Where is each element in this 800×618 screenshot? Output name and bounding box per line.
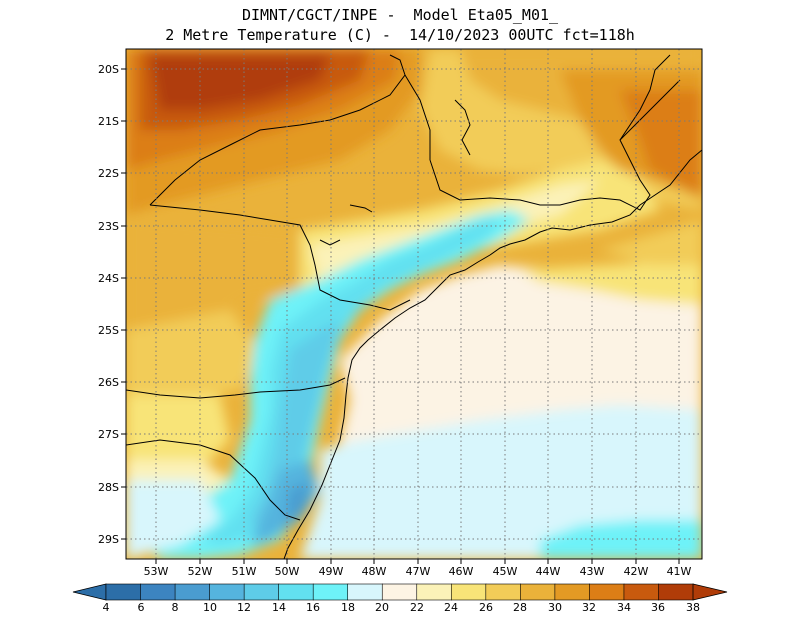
title-line-2: 2 Metre Temperature (C) - 14/10/2023 00U… xyxy=(165,26,635,44)
lat-label: 29S xyxy=(98,533,119,546)
colorbar-cell xyxy=(520,583,556,601)
lon-label: 52W xyxy=(188,565,213,578)
lon-label: 49W xyxy=(319,565,344,578)
colorbar-label: 18 xyxy=(341,601,355,614)
colorbar-label: 12 xyxy=(237,601,251,614)
colorbar-cell xyxy=(105,583,142,601)
colorbar-cell xyxy=(140,583,176,601)
lon-label: 43W xyxy=(580,565,605,578)
colorbar-cell xyxy=(450,583,487,601)
colorbar-cell xyxy=(381,583,418,601)
lon-label: 53W xyxy=(144,565,169,578)
lat-label: 20S xyxy=(98,63,119,76)
colorbar: 4 6 8 10 12 14 16 18 20 22 24 26 28 30 3… xyxy=(72,583,728,614)
colorbar-cell xyxy=(589,583,625,601)
colorbar-label: 26 xyxy=(479,601,493,614)
lon-label: 41W xyxy=(667,565,692,578)
state-border-rs-sc xyxy=(126,439,301,521)
lon-label: 46W xyxy=(449,565,474,578)
colorbar-label: 30 xyxy=(548,601,562,614)
colorbar-label: 16 xyxy=(306,601,320,614)
colorbar-label: 10 xyxy=(203,601,217,614)
colorbar-cell xyxy=(347,583,383,601)
colorbar-label: 4 xyxy=(103,601,110,614)
colorbar-label: 20 xyxy=(375,601,389,614)
map-borders xyxy=(126,54,702,559)
colorbar-cell xyxy=(416,583,452,601)
map-field xyxy=(126,49,702,559)
colorbar-cell xyxy=(623,583,660,601)
lake-furnas xyxy=(454,99,471,156)
colorbar-cell xyxy=(278,583,314,601)
lat-label: 23S xyxy=(98,220,119,233)
colorbar-label: 24 xyxy=(444,601,458,614)
state-border-sc-pr xyxy=(126,377,346,399)
river-2 xyxy=(349,204,373,213)
colorbar-label: 36 xyxy=(651,601,665,614)
gridlines xyxy=(126,49,702,559)
colorbar-cell xyxy=(485,583,521,601)
river-1 xyxy=(319,239,341,246)
lon-labels: 53W 52W 51W 50W 49W 48W 47W 46W 45W 44W … xyxy=(144,565,692,578)
lon-label: 51W xyxy=(232,565,257,578)
lon-label: 50W xyxy=(275,565,300,578)
lat-label: 21S xyxy=(98,115,119,128)
mg-es-north xyxy=(619,54,671,141)
colorbar-label: 22 xyxy=(410,601,424,614)
colorbar-label: 28 xyxy=(513,601,527,614)
lat-label: 28S xyxy=(98,481,119,494)
axis-ticks xyxy=(121,68,680,564)
coastline xyxy=(283,149,702,559)
title-line-1: DIMNT/CGCT/INPE - Model Eta05_M01_ xyxy=(241,6,559,24)
colorbar-arrow-high xyxy=(692,583,728,601)
lon-label: 44W xyxy=(536,565,561,578)
lat-label: 26S xyxy=(98,376,119,389)
state-border-pr-sp xyxy=(149,204,411,311)
state-border-rj-mg xyxy=(429,79,681,211)
colorbar-label: 34 xyxy=(617,601,631,614)
colorbar-cell xyxy=(243,583,280,601)
colorbar-label: 32 xyxy=(582,601,596,614)
colorbar-cell xyxy=(174,583,211,601)
colorbar-cell xyxy=(554,583,591,601)
colorbar-label: 6 xyxy=(138,601,145,614)
lat-label: 25S xyxy=(98,324,119,337)
lon-label: 48W xyxy=(362,565,387,578)
colorbar-label: 8 xyxy=(172,601,179,614)
colorbar-label: 14 xyxy=(272,601,286,614)
colorbar-arrow-low xyxy=(72,583,107,601)
lat-labels: 20S 21S 22S 23S 24S 25S 26S 27S 28S 29S xyxy=(98,63,119,546)
state-border-sp-mg xyxy=(149,54,406,206)
map-frame xyxy=(125,48,703,560)
colorbar-label: 38 xyxy=(686,601,700,614)
colorbar-cell xyxy=(209,583,245,601)
state-border-mg-es xyxy=(404,74,431,160)
lon-label: 42W xyxy=(624,565,649,578)
lat-label: 24S xyxy=(98,272,119,285)
lon-label: 45W xyxy=(493,565,518,578)
colorbar-cell xyxy=(658,583,694,601)
lon-label: 47W xyxy=(406,565,431,578)
lat-label: 27S xyxy=(98,428,119,441)
lat-label: 22S xyxy=(98,167,119,180)
colorbar-cell xyxy=(312,583,349,601)
